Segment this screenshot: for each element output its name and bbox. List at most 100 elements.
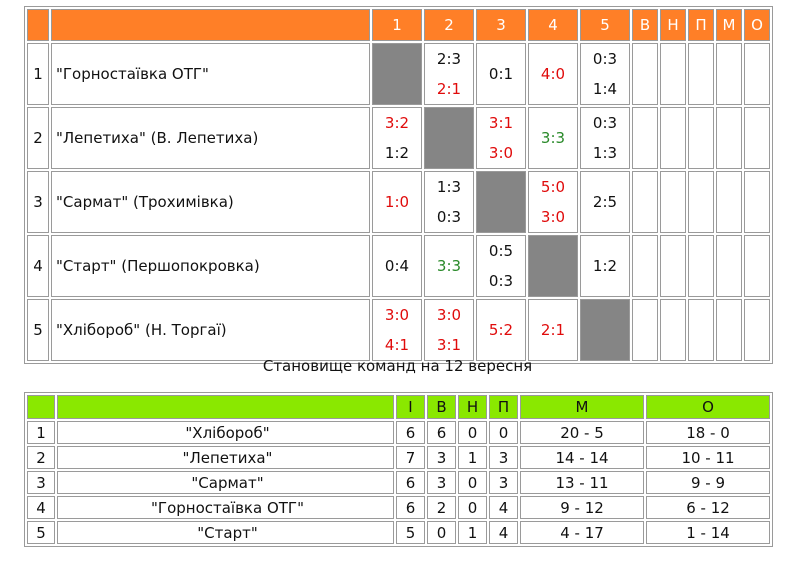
self-cell — [580, 299, 630, 361]
wins: 6 — [427, 421, 456, 444]
table-row: 1 "Горностаївка ОТГ" 2:3 2:1 0:1 4:0 0:3 1:4 — [27, 43, 770, 105]
header-col-4: 4 — [528, 9, 578, 41]
wins: 0 — [427, 521, 456, 544]
self-cell — [528, 235, 578, 297]
stat-cell — [660, 107, 686, 169]
score: 1:0 — [384, 193, 410, 211]
goals: 14 - 14 — [520, 446, 644, 469]
table-row: 5 "Хлібороб" (Н. Торгаї) 3:0 4:1 3:0 3:1 5:2 2:… — [27, 299, 770, 361]
stat-cell — [688, 43, 714, 105]
goals: 13 - 11 — [520, 471, 644, 494]
stat-cell — [660, 171, 686, 233]
games: 7 — [396, 446, 425, 469]
stat-cell — [716, 107, 742, 169]
result-cell: 3:1 3:0 — [476, 107, 526, 169]
score: 2:1 — [540, 321, 566, 339]
row-number: 5 — [27, 299, 49, 361]
points: 6 - 12 — [646, 496, 770, 519]
header-goals: М — [520, 395, 644, 419]
header-team — [51, 9, 370, 41]
score: 0:5 — [488, 242, 514, 260]
team-name: "Старт" — [57, 521, 394, 544]
stat-cell — [716, 235, 742, 297]
losses: 4 — [489, 496, 518, 519]
result-cell: 0:3 1:3 — [580, 107, 630, 169]
result-cell: 3:2 1:2 — [372, 107, 422, 169]
result-cell: 3:3 — [528, 107, 578, 169]
stat-cell — [688, 107, 714, 169]
stat-cell — [688, 299, 714, 361]
score: 3:3 — [436, 257, 462, 275]
points: 1 - 14 — [646, 521, 770, 544]
score: 3:0 — [488, 144, 514, 162]
header-team-name — [57, 395, 394, 419]
header-games: І — [396, 395, 425, 419]
games: 5 — [396, 521, 425, 544]
result-cell: 2:5 — [580, 171, 630, 233]
team-name: "Лепетиха" (В. Лепетиха) — [51, 107, 370, 169]
losses: 3 — [489, 446, 518, 469]
score: 2:3 — [436, 50, 462, 68]
wins: 3 — [427, 446, 456, 469]
games: 6 — [396, 471, 425, 494]
header-losses: П — [489, 395, 518, 419]
stat-cell — [632, 43, 658, 105]
result-cell: 4:0 — [528, 43, 578, 105]
score: 2:1 — [436, 80, 462, 98]
self-cell — [424, 107, 474, 169]
losses: 3 — [489, 471, 518, 494]
score: 3:1 — [436, 336, 462, 354]
stat-cell — [632, 107, 658, 169]
row-number: 4 — [27, 496, 55, 519]
row-number: 3 — [27, 471, 55, 494]
score: 4:1 — [384, 336, 410, 354]
header-points: О — [646, 395, 770, 419]
stat-cell — [716, 299, 742, 361]
result-cell: 5:0 3:0 — [528, 171, 578, 233]
table-row: 5 "Старт" 5 0 1 4 4 - 17 1 - 14 — [27, 521, 770, 544]
stat-cell — [688, 235, 714, 297]
result-cell: 3:3 — [424, 235, 474, 297]
score: 3:1 — [488, 114, 514, 132]
header-draws: Н — [458, 395, 487, 419]
team-name: "Хлібороб" (Н. Торгаї) — [51, 299, 370, 361]
stat-cell — [716, 171, 742, 233]
header-row-number — [27, 395, 55, 419]
points: 18 - 0 — [646, 421, 770, 444]
header-col-2: 2 — [424, 9, 474, 41]
wins: 2 — [427, 496, 456, 519]
result-cell: 1:3 0:3 — [424, 171, 474, 233]
header-col-1: 1 — [372, 9, 422, 41]
score: 5:2 — [488, 321, 514, 339]
result-cell: 1:2 — [580, 235, 630, 297]
stat-cell — [744, 235, 770, 297]
result-cell: 1:0 — [372, 171, 422, 233]
score: 1:2 — [592, 257, 618, 275]
table-row: 2 "Лепетиха" (В. Лепетиха) 3:2 1:2 3:1 3:0 3:3… — [27, 107, 770, 169]
table-row: 4 "Старт" (Першопокровка) 0:4 3:3 0:5 0:3 1:2 — [27, 235, 770, 297]
result-cell: 2:3 2:1 — [424, 43, 474, 105]
team-name: "Лепетиха" — [57, 446, 394, 469]
score: 0:3 — [488, 272, 514, 290]
header-num — [27, 9, 49, 41]
score: 3:0 — [436, 306, 462, 324]
score: 0:3 — [592, 50, 618, 68]
header-stat: Н — [660, 9, 686, 41]
stat-cell — [744, 107, 770, 169]
score: 0:1 — [488, 65, 514, 83]
stat-cell — [660, 235, 686, 297]
header-col-3: 3 — [476, 9, 526, 41]
losses: 4 — [489, 521, 518, 544]
games: 6 — [396, 496, 425, 519]
team-name: "Сармат" (Трохимівка) — [51, 171, 370, 233]
games: 6 — [396, 421, 425, 444]
draws: 0 — [458, 496, 487, 519]
self-cell — [372, 43, 422, 105]
score: 1:4 — [592, 80, 618, 98]
result-cell: 3:0 3:1 — [424, 299, 474, 361]
stat-cell — [744, 299, 770, 361]
score: 1:3 — [436, 178, 462, 196]
self-cell — [476, 171, 526, 233]
team-name: "Старт" (Першопокровка) — [51, 235, 370, 297]
